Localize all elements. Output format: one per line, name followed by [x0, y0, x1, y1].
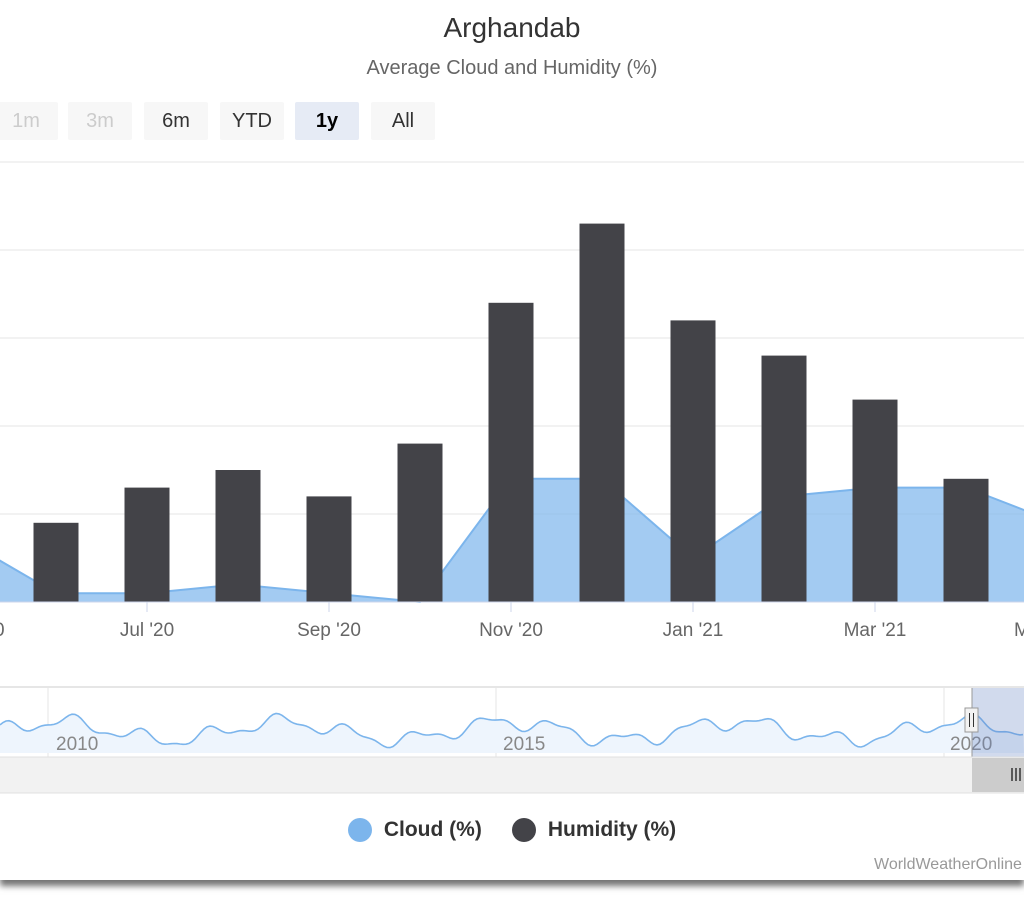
- x-tick-partial-left: 0: [0, 620, 5, 641]
- legend-symbol-humidity: [511, 818, 536, 842]
- humidity-bar: [579, 223, 625, 602]
- navigator[interactable]: 2010 2015 2020: [0, 686, 1024, 794]
- navigator-selected-range[interactable]: [972, 688, 1024, 757]
- legend: Cloud (%) Humidity (%): [0, 818, 1024, 842]
- x-tick-label: Nov '20: [479, 620, 543, 641]
- chart-title: Arghandab: [443, 12, 581, 43]
- navigator-series-fill: [0, 713, 1024, 753]
- legend-item-cloud[interactable]: Cloud (%): [347, 818, 482, 842]
- humidity-bar: [215, 470, 261, 602]
- scrollbar-track[interactable]: [0, 756, 1024, 794]
- range-button-1m[interactable]: 1m: [0, 102, 58, 140]
- legend-symbol-cloud: [347, 818, 372, 842]
- navigator-year-label: 2010: [56, 734, 98, 755]
- navigator-year-label: 2020: [950, 734, 992, 755]
- navigator-year-label: 2015: [503, 734, 545, 755]
- x-tick-label: Sep '20: [297, 620, 361, 641]
- humidity-bar: [670, 320, 716, 602]
- humidity-bar: [33, 522, 79, 602]
- humidity-bar: [488, 302, 534, 602]
- range-button-3m[interactable]: 3m: [68, 102, 132, 140]
- humidity-bar: [761, 355, 807, 602]
- navigator-series-line: [0, 712, 1024, 749]
- legend-label-humidity: Humidity (%): [547, 818, 677, 841]
- humidity-bar: [124, 487, 170, 602]
- legend-label-cloud: Cloud (%): [383, 818, 482, 841]
- scrollbar-grip-icon: [1011, 768, 1021, 781]
- x-tick-partial-right: M: [1014, 620, 1024, 641]
- humidity-bar-series: [33, 223, 989, 602]
- humidity-bar: [397, 443, 443, 602]
- chart-container: Arghandab Average Cloud and Humidity (%)…: [0, 12, 1024, 873]
- x-tick-label: Mar '21: [844, 620, 907, 641]
- legend-item-humidity[interactable]: Humidity (%): [511, 818, 677, 842]
- x-tick-label: Jul '20: [120, 620, 174, 641]
- x-tick-label: Jan '21: [663, 620, 724, 641]
- credits-link[interactable]: WorldWeatherOnline: [874, 856, 1022, 873]
- humidity-bar: [852, 399, 898, 602]
- range-button-6m[interactable]: 6m: [144, 102, 208, 140]
- chart-subtitle: Average Cloud and Humidity (%): [366, 57, 658, 79]
- range-button-ytd[interactable]: YTD: [220, 102, 284, 140]
- x-axis-ticks: Jul '20 Sep '20 Nov '20 Jan '21 Mar '21: [120, 602, 907, 641]
- range-button-all[interactable]: All: [371, 102, 435, 140]
- humidity-bar: [306, 496, 352, 602]
- navigator-handle-left[interactable]: [964, 707, 979, 733]
- humidity-bar: [943, 478, 989, 602]
- range-button-1y[interactable]: 1y: [295, 102, 359, 140]
